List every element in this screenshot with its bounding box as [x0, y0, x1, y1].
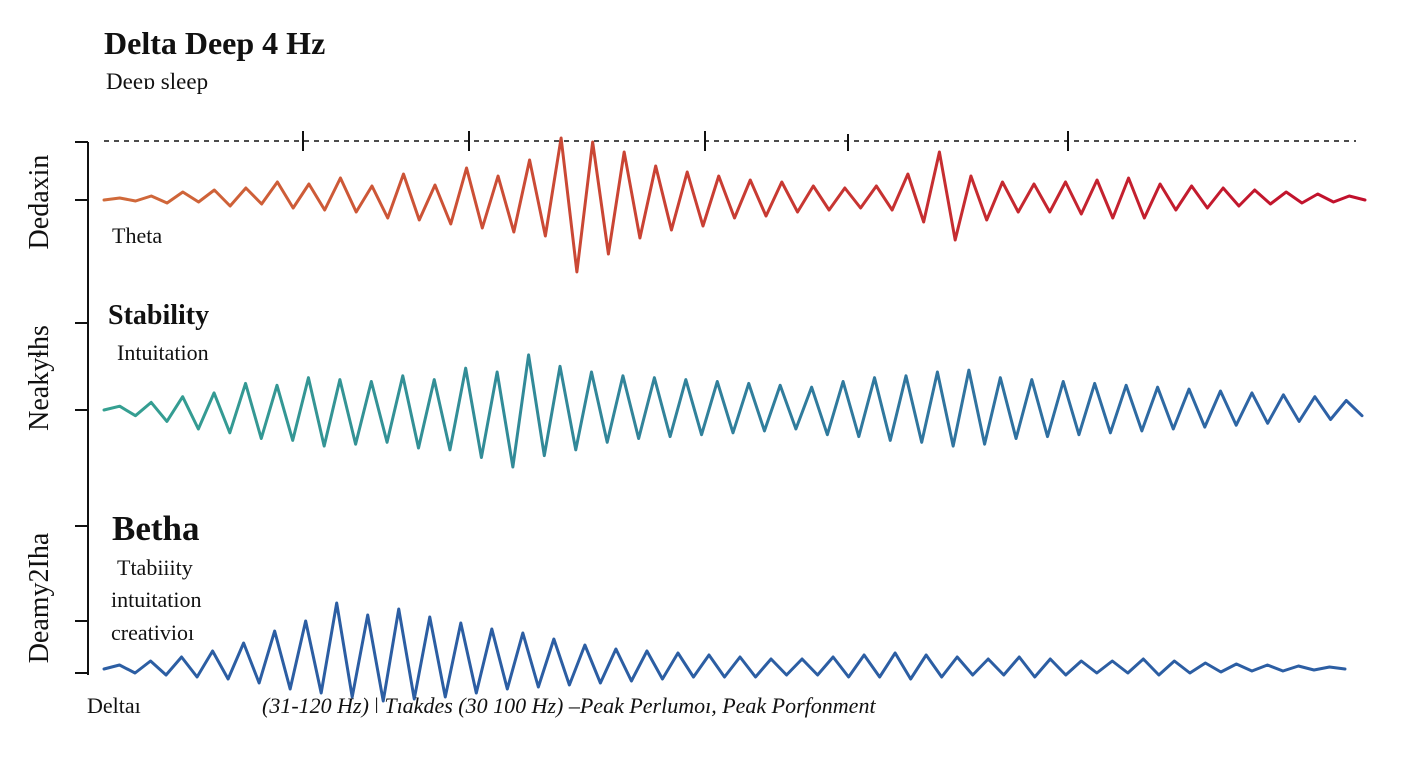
footer-right-label: (31-120 Hz) ǀ Tıakdes (30 100 Hz) –Peak …: [262, 693, 876, 718]
chart-title: Delta Deep 4 Hz: [104, 25, 325, 61]
top-waveform-series: [102, 136, 1367, 274]
betha-label: Betha: [112, 509, 200, 548]
bottom-y-label: Deamy2Iha: [24, 532, 55, 663]
chart-subtitle: Deeɒ sleep: [106, 69, 208, 94]
top-y-label: Dedaxin: [24, 155, 55, 250]
theta-label: Theta: [112, 223, 162, 248]
betha-line-1: Ttabiiity: [117, 555, 193, 580]
middle-y-label: Neakyɬhs: [24, 325, 55, 431]
footer-left-label: Deltaı: [87, 693, 141, 718]
betha-line-3: creativioı: [111, 620, 194, 645]
middle-waveform-series: [102, 353, 1364, 469]
stability-label: Stability: [108, 300, 209, 331]
intuition-label: Intuitation: [117, 340, 209, 365]
bottom-waveform-series: [102, 601, 1347, 703]
betha-line-2: intuitation: [111, 587, 201, 612]
